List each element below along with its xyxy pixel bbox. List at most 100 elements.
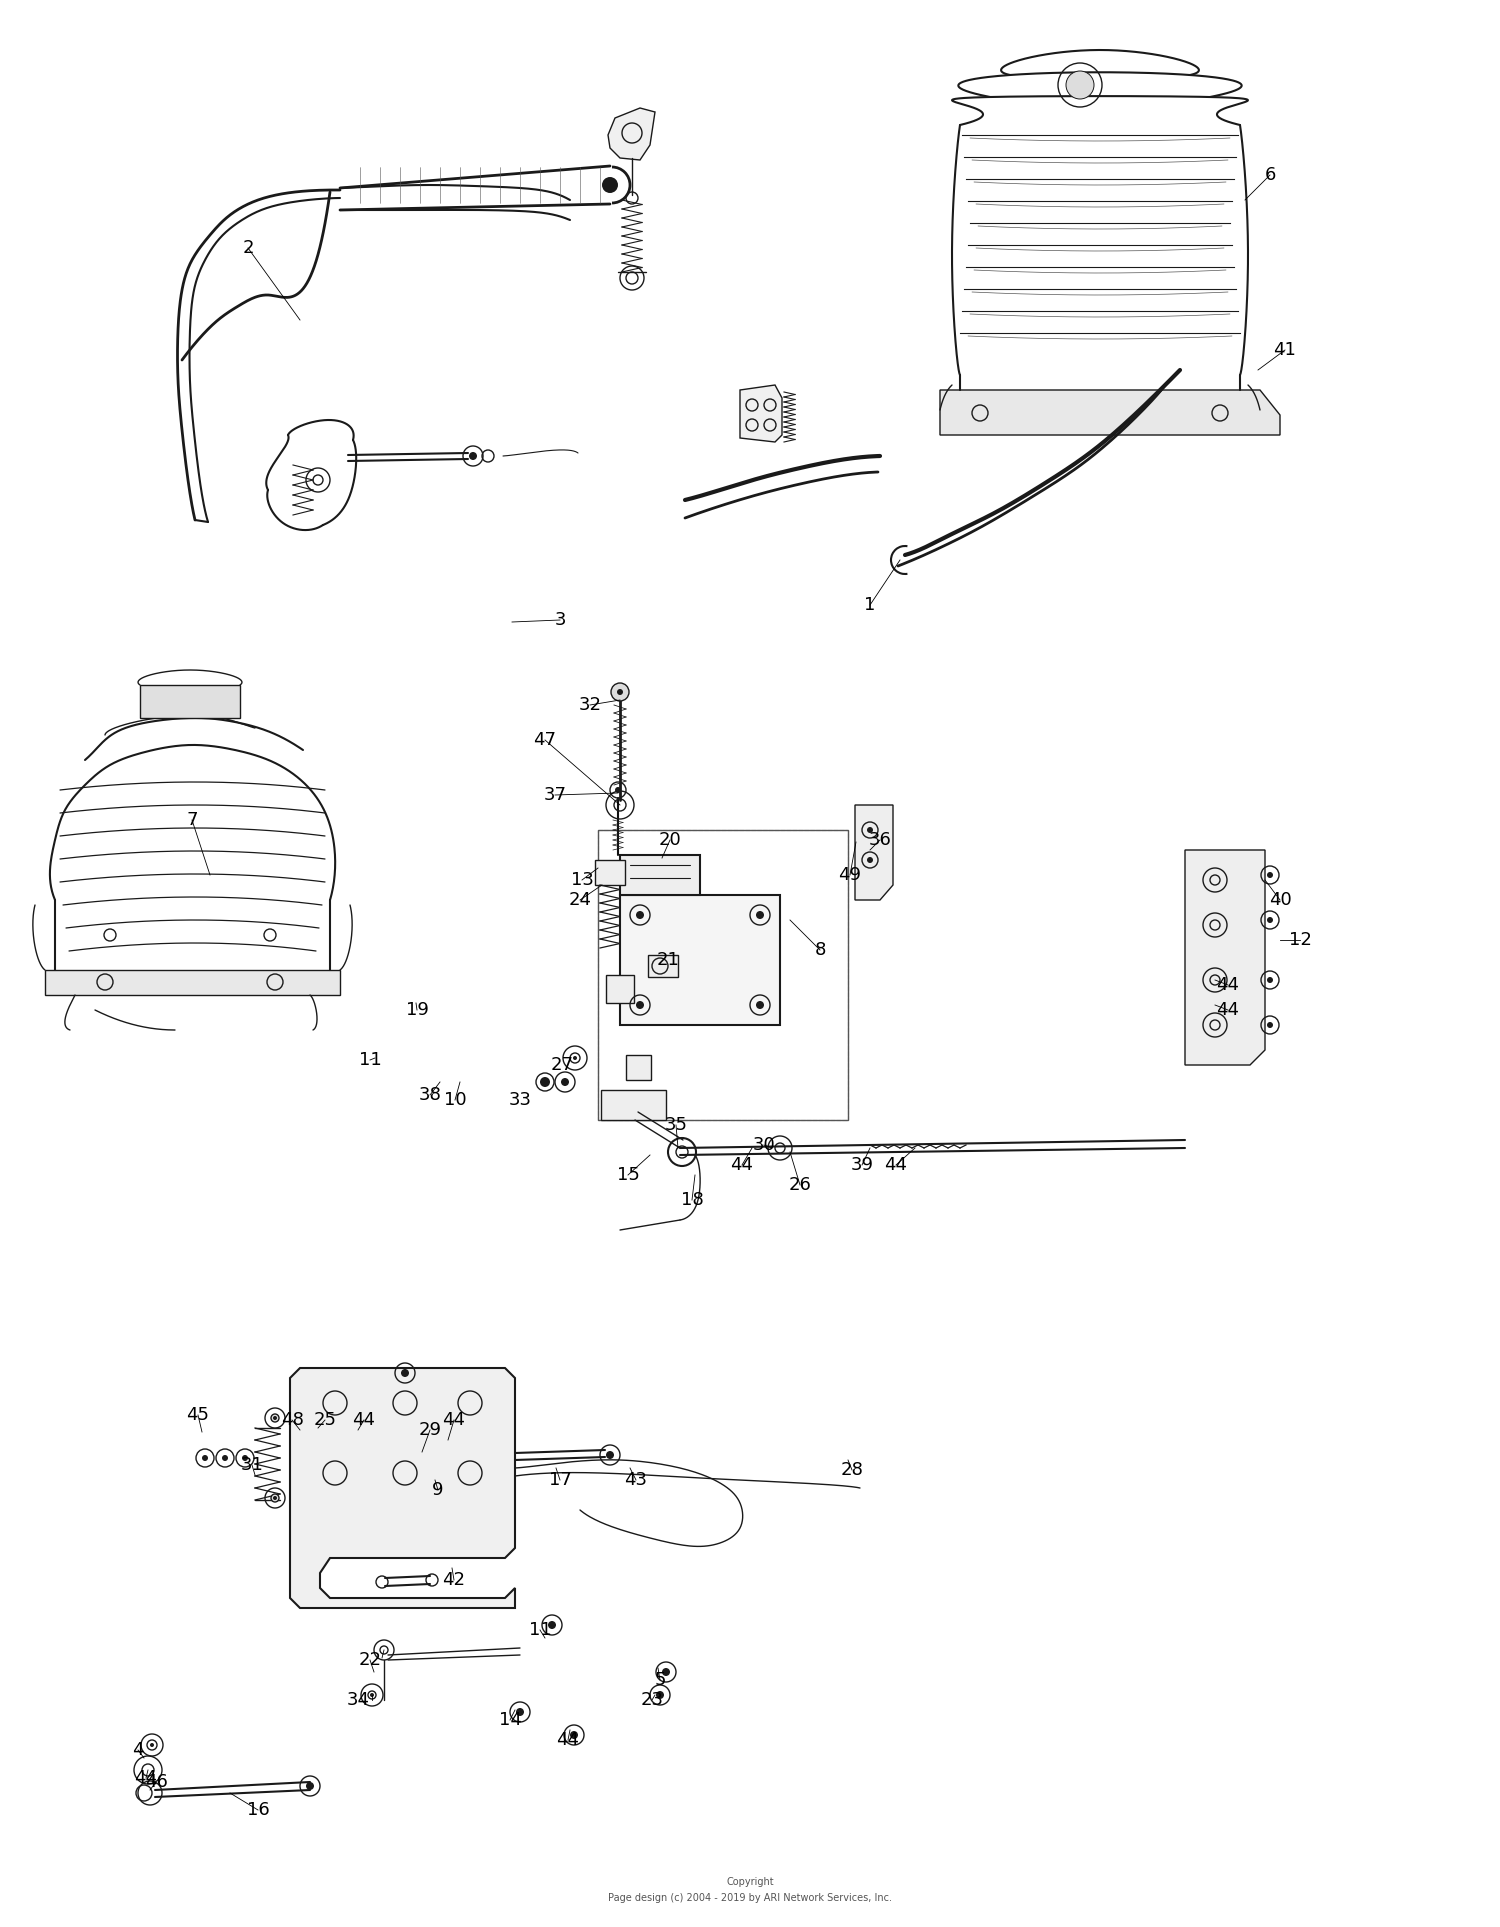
Text: 44: 44	[1216, 975, 1239, 994]
Bar	[620, 894, 780, 1025]
Text: 44: 44	[352, 1411, 375, 1430]
Polygon shape	[1185, 850, 1264, 1066]
Circle shape	[202, 1455, 208, 1461]
Circle shape	[540, 1077, 550, 1087]
Text: 12: 12	[1288, 931, 1311, 948]
Circle shape	[516, 1707, 524, 1717]
Text: 35: 35	[664, 1116, 687, 1133]
Text: 19: 19	[405, 1000, 429, 1019]
Text: 27: 27	[550, 1056, 573, 1073]
Text: 3: 3	[555, 611, 566, 628]
Circle shape	[756, 1000, 764, 1010]
Text: 24: 24	[568, 890, 591, 910]
Circle shape	[242, 1455, 248, 1461]
Text: 10: 10	[444, 1091, 466, 1110]
Circle shape	[272, 1493, 279, 1501]
Polygon shape	[740, 385, 782, 441]
Circle shape	[756, 911, 764, 919]
Text: 9: 9	[432, 1482, 444, 1499]
Text: 44: 44	[1216, 1000, 1239, 1019]
Circle shape	[867, 827, 873, 832]
Circle shape	[1268, 917, 1274, 923]
Text: 30: 30	[753, 1137, 776, 1154]
Circle shape	[573, 1056, 578, 1060]
Circle shape	[1268, 977, 1274, 983]
Circle shape	[150, 1744, 154, 1748]
Text: 8: 8	[815, 940, 825, 960]
Text: 44: 44	[135, 1769, 158, 1786]
Text: 44: 44	[556, 1730, 579, 1750]
Bar	[596, 859, 626, 884]
Text: 23: 23	[640, 1692, 663, 1709]
Text: 40: 40	[1269, 890, 1292, 910]
Text: 28: 28	[840, 1461, 864, 1480]
Text: 20: 20	[658, 831, 681, 850]
Text: 41: 41	[1274, 341, 1296, 358]
Circle shape	[616, 690, 622, 696]
Text: 11: 11	[528, 1621, 552, 1640]
Text: 31: 31	[240, 1457, 264, 1474]
Bar	[626, 1054, 651, 1079]
Circle shape	[273, 1495, 278, 1499]
Text: 7: 7	[186, 811, 198, 829]
Text: 26: 26	[789, 1175, 812, 1195]
Text: 14: 14	[498, 1711, 522, 1729]
Text: 22: 22	[358, 1651, 381, 1669]
Text: 48: 48	[280, 1411, 303, 1430]
Text: Page design (c) 2004 - 2019 by ARI Network Services, Inc.: Page design (c) 2004 - 2019 by ARI Netwo…	[608, 1892, 892, 1904]
Text: 17: 17	[549, 1470, 572, 1490]
Bar	[598, 831, 847, 1120]
Text: 44: 44	[730, 1156, 753, 1174]
Circle shape	[570, 1730, 578, 1738]
Text: 46: 46	[144, 1773, 168, 1790]
Text: 1: 1	[864, 595, 876, 615]
Text: 2: 2	[243, 239, 254, 256]
Circle shape	[1268, 873, 1274, 879]
Text: 13: 13	[570, 871, 594, 888]
Text: 16: 16	[246, 1802, 270, 1819]
Text: 5: 5	[654, 1671, 666, 1688]
Text: 49: 49	[839, 865, 861, 884]
Circle shape	[1268, 1021, 1274, 1027]
Text: 42: 42	[442, 1571, 465, 1590]
Text: 39: 39	[850, 1156, 873, 1174]
Text: 32: 32	[579, 696, 602, 715]
Text: 25: 25	[314, 1411, 336, 1430]
Circle shape	[222, 1455, 228, 1461]
Text: 4: 4	[132, 1740, 144, 1759]
Bar	[602, 1091, 666, 1120]
Circle shape	[306, 1782, 314, 1790]
Text: 44: 44	[442, 1411, 465, 1430]
Bar	[598, 831, 847, 1120]
Polygon shape	[855, 805, 892, 900]
Bar	[648, 956, 678, 977]
Text: 33: 33	[509, 1091, 531, 1110]
Text: 11: 11	[358, 1050, 381, 1069]
Circle shape	[602, 177, 618, 193]
Circle shape	[273, 1416, 278, 1420]
Text: 34: 34	[346, 1692, 369, 1709]
Text: 37: 37	[543, 786, 567, 804]
Circle shape	[561, 1077, 568, 1087]
Circle shape	[636, 911, 644, 919]
Circle shape	[867, 858, 873, 863]
Circle shape	[615, 786, 621, 794]
Circle shape	[610, 682, 628, 701]
Circle shape	[400, 1368, 410, 1378]
Circle shape	[548, 1621, 556, 1628]
Text: 18: 18	[681, 1191, 703, 1208]
Polygon shape	[140, 684, 240, 719]
Circle shape	[662, 1669, 670, 1676]
Bar	[606, 975, 634, 1002]
Text: 15: 15	[616, 1166, 639, 1183]
Polygon shape	[940, 389, 1280, 436]
Text: 45: 45	[186, 1407, 210, 1424]
Circle shape	[370, 1694, 374, 1698]
Text: 21: 21	[657, 952, 680, 969]
Circle shape	[1066, 71, 1094, 98]
Bar	[620, 856, 701, 894]
Circle shape	[606, 1451, 613, 1459]
Circle shape	[470, 453, 477, 461]
Text: 47: 47	[534, 730, 556, 750]
Text: 43: 43	[624, 1470, 648, 1490]
